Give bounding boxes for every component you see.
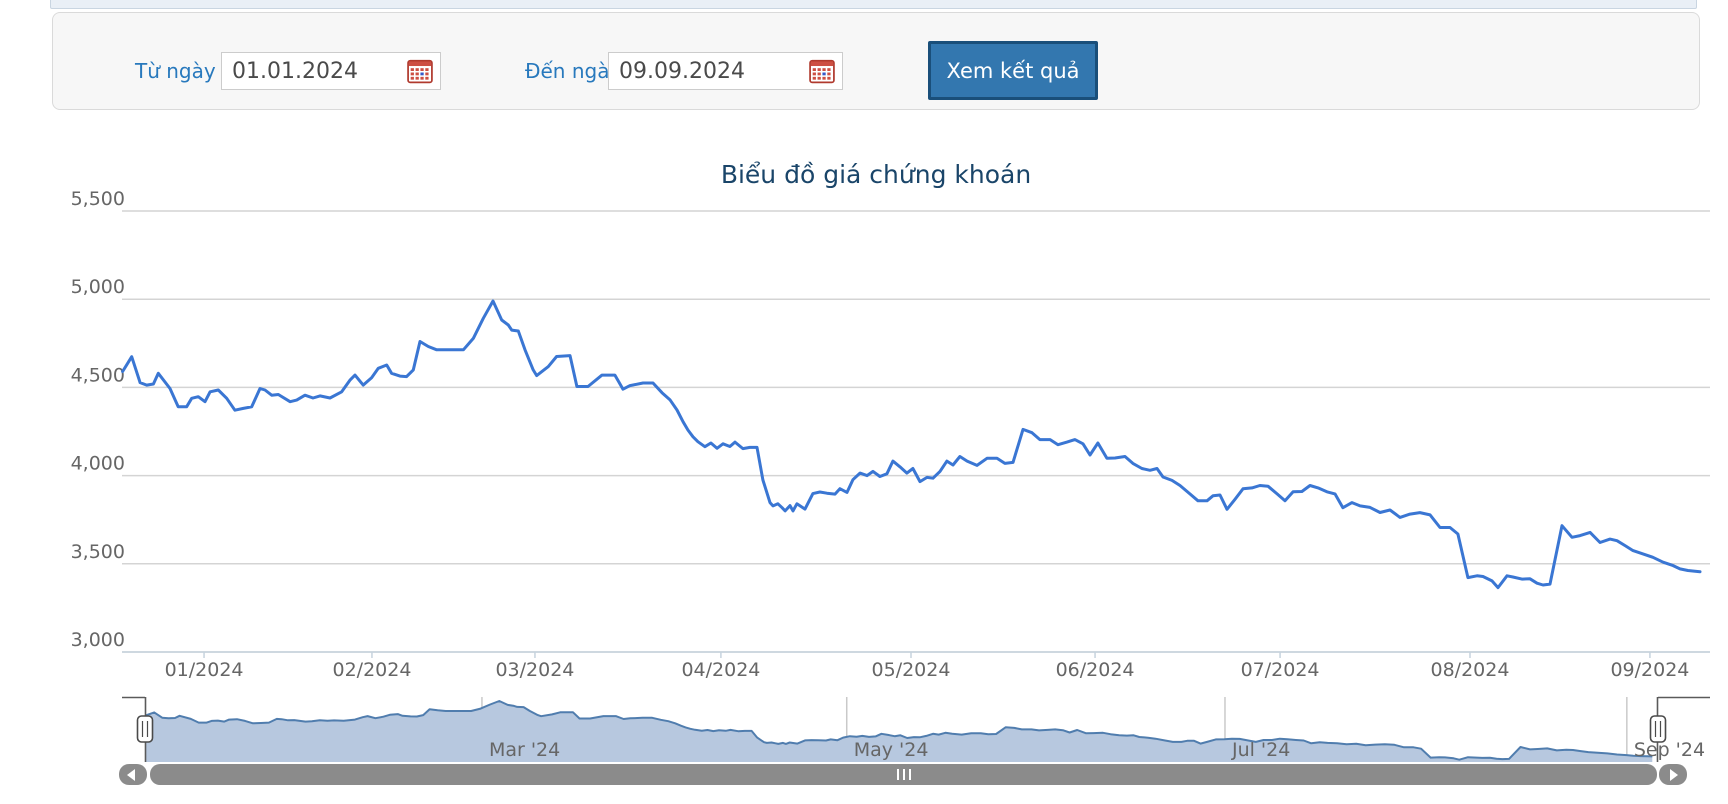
calendar-icon[interactable]: [407, 58, 433, 84]
y-tick-label: 5,000: [71, 276, 125, 298]
navigator-handle-left[interactable]: [136, 715, 154, 743]
y-tick-label: 3,000: [71, 629, 125, 651]
left-arrow-icon: [127, 768, 135, 781]
date-filter-panel: Từ ngày Đến ngày: [52, 12, 1700, 110]
x-tick-label: 02/2024: [332, 659, 411, 681]
from-date-wrap: [221, 52, 441, 90]
navigator-handle-right[interactable]: [1649, 715, 1667, 743]
view-results-button[interactable]: Xem kết quả: [928, 41, 1098, 100]
navigator-month-label: May '24: [854, 739, 929, 761]
from-date-input[interactable]: [222, 53, 440, 89]
right-arrow-icon: [1670, 768, 1678, 781]
top-strip: [50, 0, 1697, 9]
navigator-month-label: Sep '24: [1634, 739, 1705, 761]
x-tick-label: 06/2024: [1056, 659, 1135, 681]
x-tick-label: 03/2024: [495, 659, 574, 681]
scrollbar-thumb[interactable]: [150, 764, 1657, 785]
x-tick-label: 08/2024: [1431, 659, 1510, 681]
calendar-icon[interactable]: [809, 58, 835, 84]
navigator-month-label: Jul '24: [1231, 739, 1290, 761]
scrollbar-left-button[interactable]: [119, 764, 147, 785]
grip-icon: [896, 769, 911, 780]
y-tick-label: 3,500: [71, 541, 125, 563]
price-line-series: [121, 299, 1702, 590]
navigator-area-line: [145, 700, 1653, 761]
x-tick-label: 05/2024: [872, 659, 951, 681]
y-tick-label: 4,000: [71, 453, 125, 475]
x-tick-label: 07/2024: [1241, 659, 1320, 681]
y-tick-label: 5,500: [71, 188, 125, 210]
to-date-input[interactable]: [609, 53, 842, 89]
to-date-wrap: [608, 52, 843, 90]
to-date-label: Đến ngày: [525, 59, 622, 83]
navigator-outline: [122, 696, 1710, 762]
y-tick-label: 4,500: [71, 364, 125, 386]
scrollbar-right-button[interactable]: [1659, 764, 1687, 785]
navigator-area[interactable]: [145, 701, 1653, 762]
x-tick-label: 04/2024: [681, 659, 760, 681]
x-tick-label: 01/2024: [165, 659, 244, 681]
drag-handle-icon: [141, 721, 149, 737]
from-date-label: Từ ngày: [135, 59, 216, 83]
drag-handle-icon: [1654, 721, 1662, 737]
chart-title: Biểu đồ giá chứng khoán: [720, 160, 1032, 189]
x-tick-label: 09/2024: [1610, 659, 1689, 681]
navigator-month-label: Mar '24: [489, 739, 560, 761]
